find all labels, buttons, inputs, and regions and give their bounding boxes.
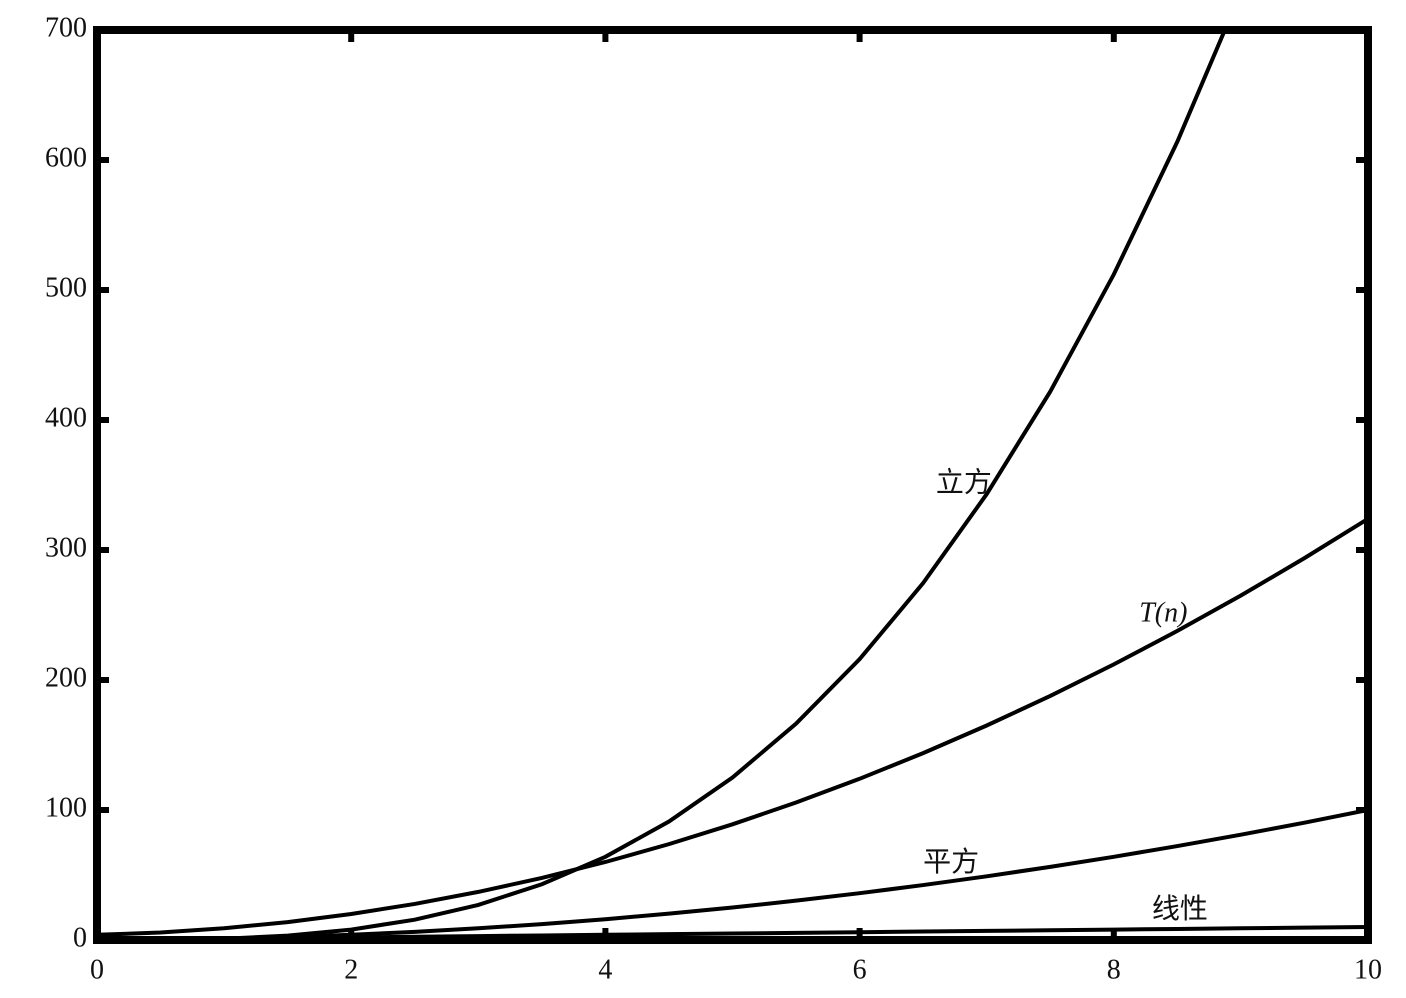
series-line <box>97 30 1228 940</box>
y-tick-label: 200 <box>45 662 87 693</box>
x-tick-label: 8 <box>1107 954 1121 985</box>
y-tick-label: 600 <box>45 142 87 173</box>
y-tick-label: 700 <box>45 12 87 43</box>
curve-label: T(n) <box>1139 597 1187 628</box>
y-tick-label: 400 <box>45 402 87 433</box>
plot-frame <box>93 26 1372 944</box>
series-line <box>97 517 1368 937</box>
x-tick-label: 10 <box>1354 954 1382 985</box>
curve-label: 平方 <box>923 846 979 878</box>
y-tick-label: 100 <box>45 792 87 823</box>
series-line <box>97 808 1368 940</box>
curve-label: 线性 <box>1152 893 1208 925</box>
x-tick-label: 4 <box>598 954 612 985</box>
y-tick-label: 300 <box>45 532 87 563</box>
x-tick-label: 6 <box>853 954 867 985</box>
y-tick-label: 500 <box>45 272 87 303</box>
plot-area <box>97 30 1368 940</box>
curve-label: 立方 <box>936 466 992 498</box>
y-tick-label: 0 <box>73 922 87 953</box>
x-tick-label: 2 <box>344 954 358 985</box>
x-tick-label: 0 <box>90 954 104 985</box>
